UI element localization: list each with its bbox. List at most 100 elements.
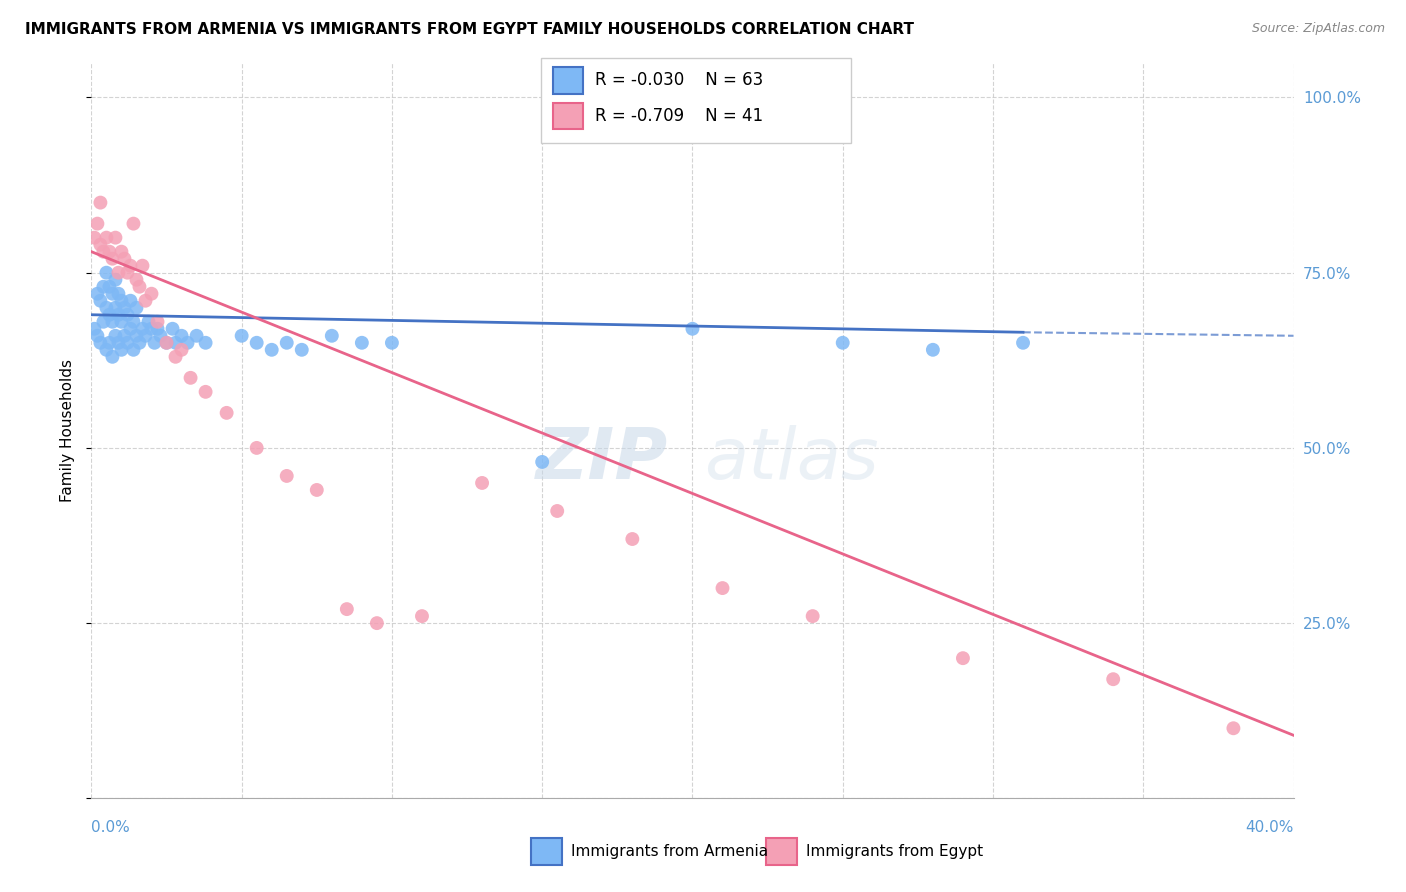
- Point: [215, 406, 238, 420]
- Point: [86, 328, 108, 343]
- Text: Source: ZipAtlas.com: Source: ZipAtlas.com: [1251, 22, 1385, 36]
- Point: [291, 343, 314, 357]
- Point: [246, 335, 269, 350]
- Point: [89, 335, 111, 350]
- Point: [276, 335, 298, 350]
- Point: [96, 301, 118, 315]
- Point: [134, 328, 156, 343]
- Point: [98, 308, 121, 322]
- Point: [276, 469, 298, 483]
- Point: [117, 308, 139, 322]
- Point: [1102, 672, 1125, 686]
- Point: [93, 279, 115, 293]
- Point: [122, 217, 145, 231]
- Point: [149, 328, 172, 343]
- Point: [117, 266, 139, 280]
- Point: [922, 343, 945, 357]
- Point: [101, 286, 124, 301]
- Point: [89, 237, 111, 252]
- Point: [114, 252, 136, 266]
- Point: [531, 455, 554, 469]
- Point: [110, 244, 132, 259]
- Point: [96, 266, 118, 280]
- Point: [194, 335, 217, 350]
- Point: [305, 483, 328, 497]
- Text: IMMIGRANTS FROM ARMENIA VS IMMIGRANTS FROM EGYPT FAMILY HOUSEHOLDS CORRELATION C: IMMIGRANTS FROM ARMENIA VS IMMIGRANTS FR…: [25, 22, 914, 37]
- Point: [120, 259, 142, 273]
- Point: [141, 322, 163, 336]
- Point: [176, 335, 198, 350]
- Point: [83, 322, 105, 336]
- Point: [125, 328, 148, 343]
- Point: [110, 293, 132, 308]
- Point: [194, 384, 217, 399]
- Point: [101, 315, 124, 329]
- Point: [86, 286, 108, 301]
- Point: [101, 350, 124, 364]
- Point: [146, 322, 169, 336]
- Point: [170, 343, 193, 357]
- Point: [107, 286, 129, 301]
- Point: [246, 441, 269, 455]
- Point: [120, 293, 142, 308]
- Point: [93, 315, 115, 329]
- Point: [104, 328, 127, 343]
- Point: [128, 279, 150, 293]
- Point: [336, 602, 359, 616]
- Point: [107, 335, 129, 350]
- Point: [128, 335, 150, 350]
- Point: [801, 609, 824, 624]
- Point: [93, 244, 115, 259]
- Point: [1012, 335, 1035, 350]
- Point: [134, 293, 156, 308]
- Point: [89, 195, 111, 210]
- Point: [117, 335, 139, 350]
- Point: [122, 343, 145, 357]
- Text: R = -0.709    N = 41: R = -0.709 N = 41: [595, 107, 763, 125]
- Y-axis label: Family Households: Family Households: [59, 359, 75, 502]
- Point: [107, 266, 129, 280]
- Point: [621, 532, 644, 546]
- Point: [186, 328, 208, 343]
- Point: [89, 293, 111, 308]
- Point: [381, 335, 404, 350]
- Point: [155, 335, 177, 350]
- Point: [350, 335, 373, 350]
- Point: [180, 371, 202, 385]
- Text: Immigrants from Egypt: Immigrants from Egypt: [806, 845, 983, 859]
- Point: [110, 343, 132, 357]
- Text: Immigrants from Armenia: Immigrants from Armenia: [571, 845, 768, 859]
- Point: [411, 609, 433, 624]
- Point: [104, 301, 127, 315]
- Point: [104, 230, 127, 244]
- Point: [143, 335, 166, 350]
- Text: R = -0.030    N = 63: R = -0.030 N = 63: [595, 71, 763, 89]
- Point: [546, 504, 568, 518]
- Point: [96, 343, 118, 357]
- Point: [1222, 721, 1244, 735]
- Point: [138, 315, 160, 329]
- Text: atlas: atlas: [704, 425, 879, 494]
- Point: [231, 328, 253, 343]
- Point: [471, 475, 494, 490]
- Point: [170, 328, 193, 343]
- Text: 40.0%: 40.0%: [1246, 821, 1294, 835]
- Point: [86, 217, 108, 231]
- Text: 0.0%: 0.0%: [91, 821, 131, 835]
- Point: [165, 350, 187, 364]
- Point: [146, 315, 169, 329]
- Point: [155, 335, 177, 350]
- Point: [260, 343, 283, 357]
- Point: [711, 581, 734, 595]
- Point: [952, 651, 974, 665]
- Point: [165, 335, 187, 350]
- Point: [681, 322, 703, 336]
- Point: [107, 308, 129, 322]
- Point: [125, 273, 148, 287]
- Point: [120, 322, 142, 336]
- Point: [366, 616, 388, 631]
- Point: [831, 335, 853, 350]
- Point: [101, 252, 124, 266]
- Point: [83, 230, 105, 244]
- Point: [98, 279, 121, 293]
